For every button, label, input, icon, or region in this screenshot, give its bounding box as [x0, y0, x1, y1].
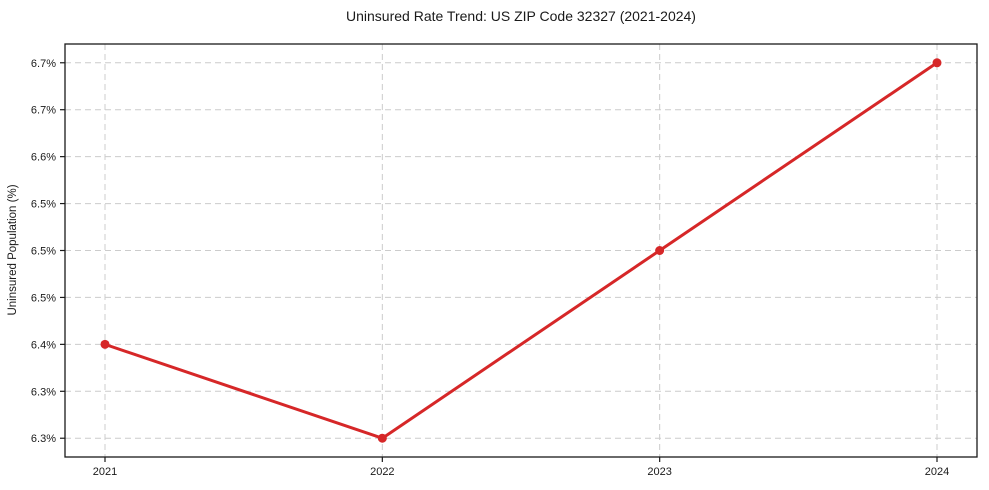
data-point [100, 339, 110, 349]
y-tick-label: 6.5% [31, 292, 56, 304]
y-tick-label: 6.6% [31, 152, 56, 164]
data-point [655, 246, 665, 255]
data-point [377, 433, 387, 443]
y-tick-label: 6.7% [31, 58, 56, 70]
trend-line [103, 61, 939, 440]
y-tick-label: 6.4% [31, 339, 56, 351]
y-tick-label: 6.3% [31, 433, 56, 445]
y-axis-label: Uninsured Population (%) [7, 184, 19, 316]
x-tick-label: 2024 [925, 466, 949, 478]
x-tick-label: 2021 [93, 466, 117, 478]
y-tick-label: 6.3% [31, 386, 56, 398]
y-tick-label: 6.5% [31, 199, 56, 211]
data-point [932, 58, 942, 68]
chart-title: Uninsured Rate Trend: US ZIP Code 32327 … [346, 8, 696, 24]
y-tick-label: 6.5% [31, 246, 56, 258]
y-tick-label: 6.7% [31, 105, 56, 117]
x-tick-label: 2023 [647, 466, 671, 478]
x-tick-label: 2022 [370, 466, 394, 478]
